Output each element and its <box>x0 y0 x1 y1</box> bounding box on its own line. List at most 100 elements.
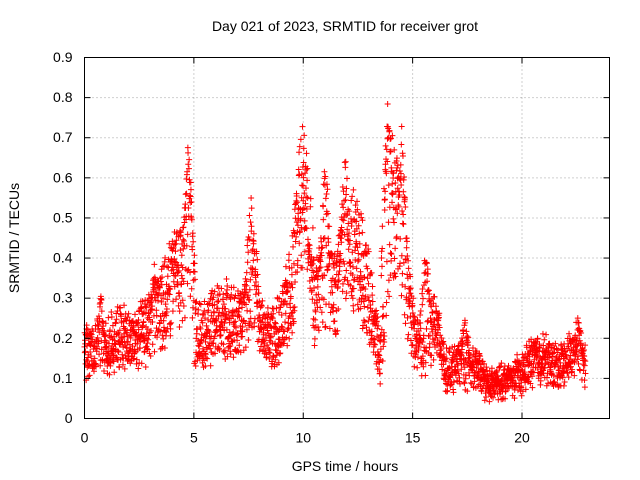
data-point <box>237 349 244 356</box>
data-point <box>542 360 549 367</box>
data-point <box>342 164 349 171</box>
data-point <box>484 367 490 374</box>
data-point <box>156 320 163 327</box>
data-point <box>239 324 246 331</box>
data-point <box>158 266 165 273</box>
data-point <box>117 304 124 311</box>
data-point <box>117 310 124 317</box>
data-point <box>271 319 278 326</box>
data-point <box>360 322 367 329</box>
data-point <box>217 332 224 339</box>
data-point <box>290 304 297 311</box>
data-point <box>183 176 190 183</box>
data-point <box>533 349 540 356</box>
data-point <box>342 295 349 302</box>
x-tick-label: 5 <box>190 430 198 446</box>
data-point <box>527 380 534 387</box>
data-point <box>179 275 186 282</box>
data-point <box>201 298 208 305</box>
data-point <box>248 205 255 212</box>
data-point <box>234 337 241 344</box>
data-point <box>268 313 275 320</box>
data-point <box>365 317 372 324</box>
data-point <box>371 341 378 348</box>
data-point <box>180 302 187 309</box>
data-point <box>385 182 392 189</box>
data-point <box>463 328 470 335</box>
data-point <box>407 285 414 292</box>
data-point <box>168 319 175 326</box>
data-point <box>247 219 254 226</box>
data-point <box>581 362 588 369</box>
data-point <box>528 336 535 343</box>
data-point <box>275 359 282 366</box>
data-point <box>350 277 357 284</box>
data-point <box>187 269 194 276</box>
data-point <box>186 156 193 163</box>
data-point <box>341 261 348 268</box>
data-point <box>575 319 582 326</box>
data-point <box>570 336 577 343</box>
data-point <box>417 335 424 342</box>
data-point <box>119 351 126 358</box>
data-point <box>163 312 170 319</box>
data-point <box>560 368 567 375</box>
data-point <box>389 132 396 139</box>
data-point <box>202 350 209 357</box>
chart-title: Day 021 of 2023, SRMTID for receiver gro… <box>212 18 478 34</box>
data-point <box>231 295 238 302</box>
data-point <box>417 325 424 332</box>
data-point <box>417 308 424 315</box>
data-point <box>319 319 326 326</box>
data-point <box>160 295 167 302</box>
data-point <box>400 259 407 266</box>
data-point <box>529 384 536 391</box>
data-point <box>192 310 199 317</box>
y-tick-label: 0.1 <box>53 370 73 386</box>
data-point <box>361 319 368 326</box>
data-point <box>461 379 468 386</box>
data-point <box>242 344 249 351</box>
data-point <box>377 331 384 338</box>
data-point <box>166 240 173 247</box>
data-point <box>465 355 472 362</box>
data-point <box>178 272 185 279</box>
data-point <box>518 384 525 391</box>
data-point <box>456 374 463 381</box>
data-point <box>253 286 260 293</box>
data-point <box>182 191 189 198</box>
data-point <box>335 277 342 284</box>
data-point <box>243 278 250 285</box>
data-point <box>350 285 357 292</box>
data-point <box>270 352 277 359</box>
data-point <box>125 310 132 317</box>
data-point <box>172 272 179 279</box>
data-point <box>202 338 209 345</box>
data-point <box>151 348 158 355</box>
data-point <box>183 190 190 197</box>
y-tick-label: 0.6 <box>53 169 73 185</box>
data-point <box>288 281 295 288</box>
data-point <box>285 257 292 264</box>
data-point <box>193 298 200 305</box>
data-point <box>199 319 206 326</box>
data-point <box>410 313 417 320</box>
x-tick-label: 15 <box>405 430 421 446</box>
data-point <box>393 155 400 162</box>
data-point <box>383 170 390 177</box>
data-point <box>168 256 175 263</box>
data-point <box>443 370 450 377</box>
data-point <box>458 351 465 358</box>
data-point <box>137 339 144 346</box>
data-point <box>455 361 462 368</box>
data-point <box>359 217 366 224</box>
data-point <box>537 377 544 384</box>
data-point <box>356 230 363 237</box>
data-point <box>147 353 154 360</box>
data-point <box>374 325 381 332</box>
data-point <box>493 369 500 376</box>
data-point <box>387 135 394 142</box>
data-point <box>169 247 176 254</box>
data-point <box>521 363 528 370</box>
